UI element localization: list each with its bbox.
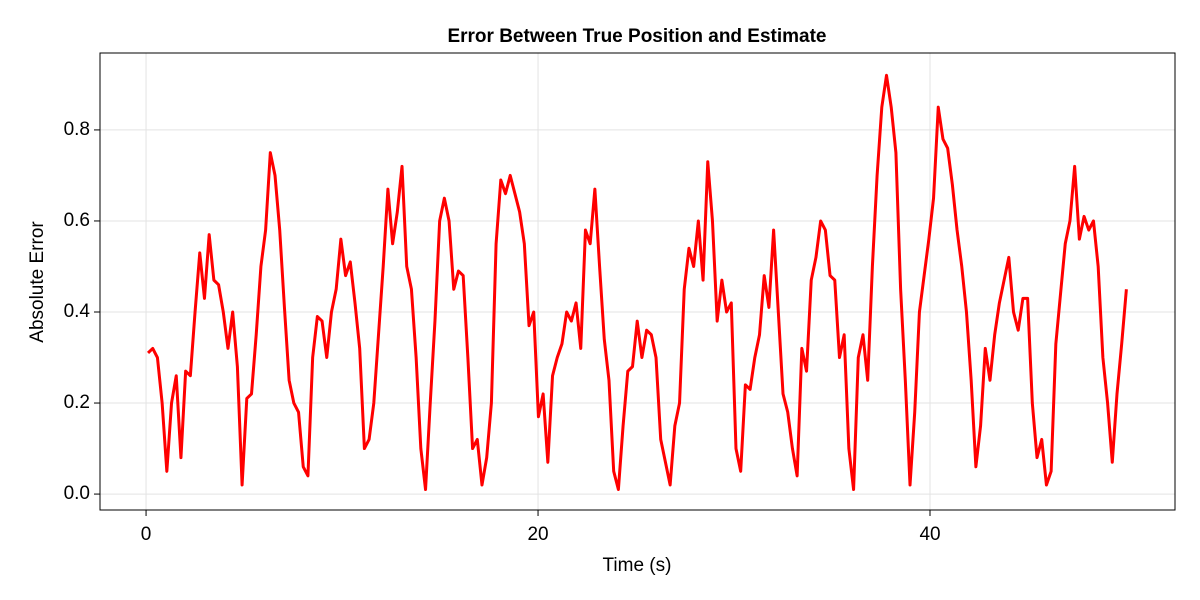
chart-title: Error Between True Position and Estimate (447, 26, 826, 47)
plot-frame (99, 52, 1176, 511)
y-tick-label: 0.6 (64, 210, 90, 231)
x-axis-label: Time (s) (603, 555, 672, 576)
x-tick-label: 40 (919, 524, 940, 545)
x-tick-label: 0 (141, 524, 152, 545)
y-axis-label: Absolute Error (27, 221, 48, 343)
data-line (146, 73, 1128, 492)
y-tick-label: 0.0 (64, 483, 90, 504)
y-tick-label: 0.8 (64, 119, 90, 140)
y-tick-label: 0.4 (64, 301, 91, 322)
x-tick-label: 20 (527, 524, 548, 545)
y-tick-label: 0.2 (64, 392, 90, 413)
